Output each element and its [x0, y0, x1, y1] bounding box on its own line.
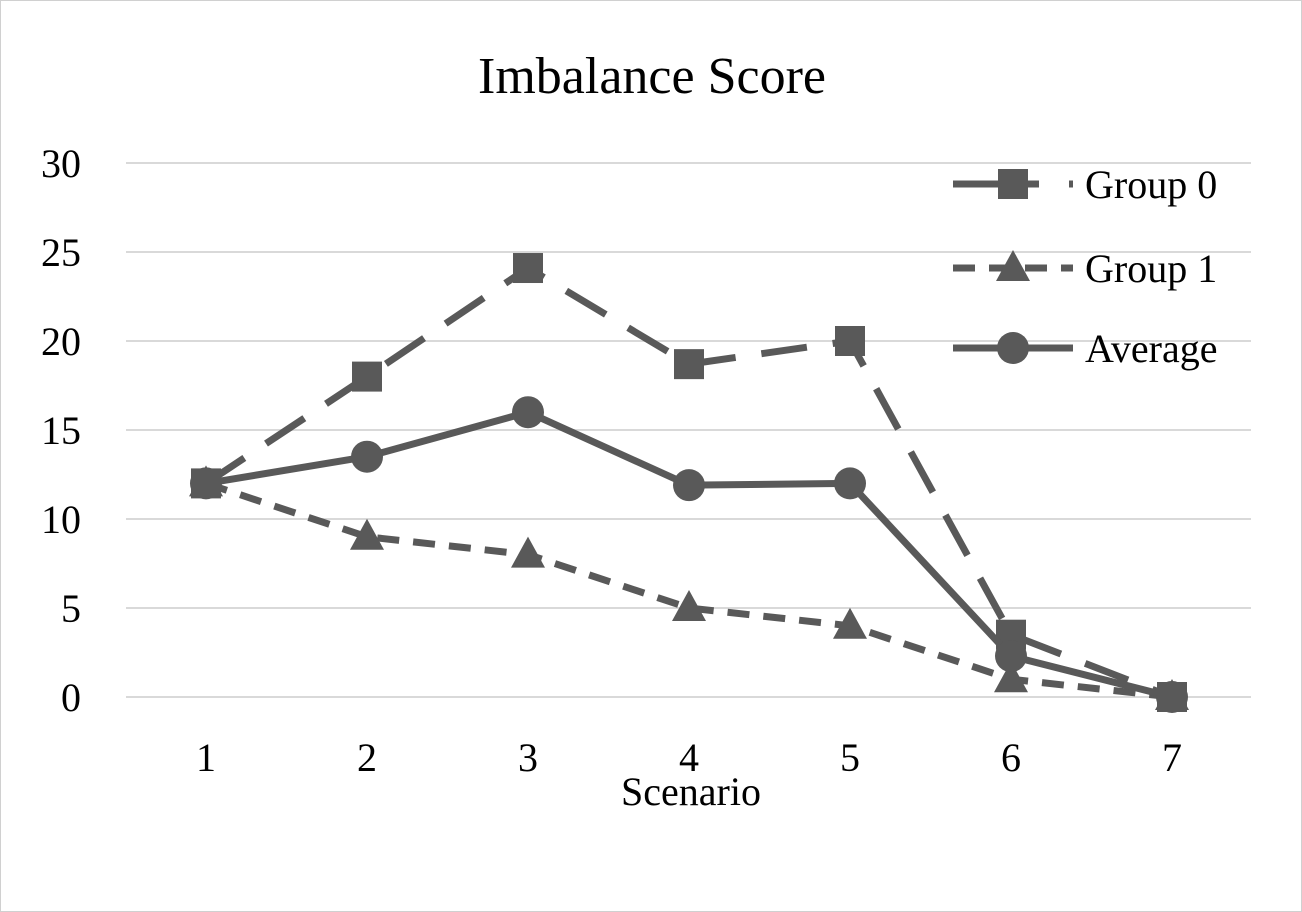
- series-lines: [189, 253, 1189, 713]
- data-point: [673, 469, 705, 502]
- data-point: [351, 440, 383, 473]
- x-tick-label: 1: [196, 735, 216, 780]
- y-tick-label: 10: [41, 497, 81, 542]
- x-tick-label: 4: [679, 735, 699, 780]
- series-average: [190, 396, 1188, 713]
- legend-entry: Average: [953, 326, 1218, 371]
- y-tick-label: 15: [41, 408, 81, 453]
- legend-marker: [997, 332, 1029, 364]
- x-tick-label: 5: [840, 735, 860, 780]
- x-tick-label: 7: [1162, 735, 1182, 780]
- y-tick-label: 25: [41, 230, 81, 275]
- data-point: [513, 253, 543, 284]
- x-tick-label: 2: [357, 735, 377, 780]
- legend-marker: [996, 250, 1030, 281]
- legend: Group 0 Group 1 Average: [953, 162, 1218, 371]
- legend-label: Group 1: [1085, 246, 1217, 291]
- y-tick-label: 20: [41, 319, 81, 364]
- y-axis-ticks: 0 5 10 15 20 25 30: [41, 141, 81, 720]
- data-point: [674, 349, 704, 380]
- series-group-1: [189, 465, 1189, 710]
- x-tick-label: 3: [518, 735, 538, 780]
- y-tick-label: 5: [61, 586, 81, 631]
- data-point: [190, 467, 222, 500]
- data-point: [833, 607, 867, 639]
- data-point: [672, 590, 706, 621]
- data-point: [835, 326, 865, 356]
- legend-label: Group 0: [1085, 162, 1217, 207]
- x-axis-ticks: 1 2 3 4 5 6 7: [196, 735, 1182, 780]
- data-point: [512, 396, 544, 429]
- y-tick-label: 30: [41, 141, 81, 186]
- data-point: [511, 536, 545, 568]
- x-axis-label: Scenario: [621, 769, 761, 814]
- data-point: [1156, 681, 1188, 713]
- legend-entry: Group 0: [953, 162, 1217, 207]
- x-tick-label: 6: [1001, 735, 1021, 780]
- legend-label: Average: [1085, 326, 1218, 371]
- series-line: [205, 408, 1173, 701]
- chart-title: Imbalance Score: [478, 48, 826, 105]
- data-point: [994, 661, 1028, 693]
- data-point: [834, 467, 866, 500]
- data-point: [995, 640, 1027, 673]
- legend-marker: [998, 169, 1028, 199]
- data-point: [350, 518, 384, 550]
- legend-entry: Group 1: [953, 246, 1217, 291]
- data-point: [352, 361, 382, 392]
- y-tick-label: 0: [61, 675, 81, 720]
